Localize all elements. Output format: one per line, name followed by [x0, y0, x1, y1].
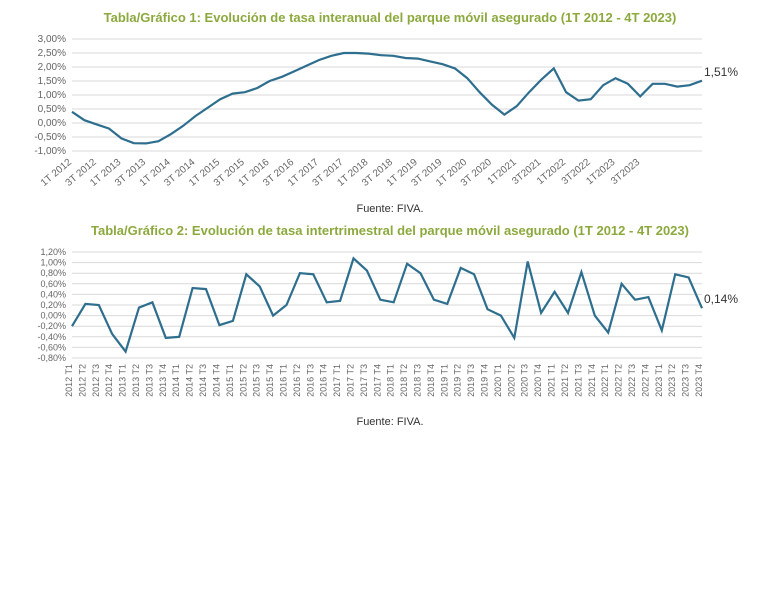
- svg-text:2021 T3: 2021 T3: [573, 364, 583, 397]
- chart1-end-label: 1,51%: [704, 65, 738, 79]
- chart1-title: Tabla/Gráfico 1: Evolución de tasa inter…: [20, 10, 760, 25]
- svg-text:2016 T3: 2016 T3: [305, 364, 315, 397]
- svg-text:2013 T3: 2013 T3: [144, 364, 154, 397]
- svg-text:2023 T3: 2023 T3: [681, 364, 691, 397]
- svg-text:2022 T1: 2022 T1: [600, 364, 610, 397]
- svg-text:2019 T4: 2019 T4: [480, 364, 490, 397]
- svg-text:2022 T4: 2022 T4: [640, 364, 650, 397]
- chart1-plot: -1,00% -0,50% 0,00% 0,50% 1,00% 1,50% 2,00% 2,5…: [20, 31, 740, 201]
- chart2-svg: -0,80%-0,60%-0,40%-0,20%0,00%0,20%0,40%0…: [20, 244, 740, 414]
- svg-text:2019 T2: 2019 T2: [453, 364, 463, 397]
- svg-text:2013 T1: 2013 T1: [118, 364, 128, 397]
- chart1-block: Tabla/Gráfico 1: Evolución de tasa inter…: [20, 10, 760, 215]
- svg-text:1,00%: 1,00%: [40, 258, 66, 268]
- svg-text:2017 T2: 2017 T2: [345, 364, 355, 397]
- chart2-block: Tabla/Gráfico 2: Evolución de tasa inter…: [20, 223, 760, 428]
- svg-text:-0,20%: -0,20%: [37, 321, 66, 331]
- svg-text:0,00%: 0,00%: [40, 311, 66, 321]
- svg-text:2017 T3: 2017 T3: [359, 364, 369, 397]
- svg-text:-0,40%: -0,40%: [37, 332, 66, 342]
- svg-text:2016 T1: 2016 T1: [278, 364, 288, 397]
- svg-text:2013 T4: 2013 T4: [158, 364, 168, 397]
- svg-text:1,20%: 1,20%: [40, 247, 66, 257]
- svg-text:0,00%: 0,00%: [38, 118, 66, 129]
- svg-text:0,50%: 0,50%: [38, 104, 66, 115]
- svg-text:2020 T4: 2020 T4: [533, 364, 543, 397]
- svg-text:2019 T1: 2019 T1: [439, 364, 449, 397]
- svg-text:2016 T4: 2016 T4: [319, 364, 329, 397]
- svg-text:-0,80%: -0,80%: [37, 353, 66, 363]
- svg-text:2018 T2: 2018 T2: [399, 364, 409, 397]
- svg-text:2020 T1: 2020 T1: [493, 364, 503, 397]
- chart2-title: Tabla/Gráfico 2: Evolución de tasa inter…: [20, 223, 760, 238]
- svg-text:2,00%: 2,00%: [38, 62, 66, 73]
- svg-text:2018 T1: 2018 T1: [386, 364, 396, 397]
- svg-text:-1,00%: -1,00%: [34, 146, 66, 157]
- svg-text:2020 T2: 2020 T2: [506, 364, 516, 397]
- svg-text:2012 T4: 2012 T4: [104, 364, 114, 397]
- svg-text:2017 T1: 2017 T1: [332, 364, 342, 397]
- svg-text:2017 T4: 2017 T4: [372, 364, 382, 397]
- svg-text:2016 T2: 2016 T2: [292, 364, 302, 397]
- svg-text:0,40%: 0,40%: [40, 289, 66, 299]
- svg-text:2023 T1: 2023 T1: [654, 364, 664, 397]
- svg-text:0,80%: 0,80%: [40, 268, 66, 278]
- svg-text:2012 T1: 2012 T1: [64, 364, 74, 397]
- svg-text:2012 T3: 2012 T3: [91, 364, 101, 397]
- svg-text:2,50%: 2,50%: [38, 48, 66, 59]
- svg-text:1,50%: 1,50%: [38, 76, 66, 87]
- svg-text:3T2023: 3T2023: [609, 157, 642, 188]
- svg-text:-0,60%: -0,60%: [37, 342, 66, 352]
- svg-text:2023 T2: 2023 T2: [667, 364, 677, 397]
- svg-text:2021 T1: 2021 T1: [547, 364, 557, 397]
- chart2-end-label: 0,14%: [704, 292, 738, 306]
- svg-text:2018 T3: 2018 T3: [413, 364, 423, 397]
- svg-text:2014 T1: 2014 T1: [171, 364, 181, 397]
- svg-text:2015 T4: 2015 T4: [265, 364, 275, 397]
- charts-container: Tabla/Gráfico 1: Evolución de tasa inter…: [20, 10, 760, 428]
- svg-text:2014 T4: 2014 T4: [211, 364, 221, 397]
- svg-text:2023 T4: 2023 T4: [694, 364, 704, 397]
- svg-text:2014 T3: 2014 T3: [198, 364, 208, 397]
- svg-text:2022 T2: 2022 T2: [614, 364, 624, 397]
- svg-text:2015 T3: 2015 T3: [252, 364, 262, 397]
- svg-text:2015 T1: 2015 T1: [225, 364, 235, 397]
- svg-text:2018 T4: 2018 T4: [426, 364, 436, 397]
- svg-text:2019 T3: 2019 T3: [466, 364, 476, 397]
- svg-text:2014 T2: 2014 T2: [185, 364, 195, 397]
- svg-text:0,20%: 0,20%: [40, 300, 66, 310]
- svg-text:2022 T3: 2022 T3: [627, 364, 637, 397]
- svg-text:-0,50%: -0,50%: [34, 132, 66, 143]
- chart1-svg: -1,00% -0,50% 0,00% 0,50% 1,00% 1,50% 2,00% 2,5…: [20, 31, 740, 201]
- chart2-source: Fuente: FIVA.: [20, 416, 760, 428]
- svg-text:2020 T3: 2020 T3: [520, 364, 530, 397]
- chart1-source: Fuente: FIVA.: [20, 203, 760, 215]
- chart2-plot: -0,80%-0,60%-0,40%-0,20%0,00%0,20%0,40%0…: [20, 244, 740, 414]
- svg-text:3,00%: 3,00%: [38, 34, 66, 45]
- svg-text:2021 T4: 2021 T4: [587, 364, 597, 397]
- svg-text:2013 T2: 2013 T2: [131, 364, 141, 397]
- svg-text:2012 T2: 2012 T2: [77, 364, 87, 397]
- svg-text:0,60%: 0,60%: [40, 279, 66, 289]
- svg-text:2015 T2: 2015 T2: [238, 364, 248, 397]
- svg-text:2021 T2: 2021 T2: [560, 364, 570, 397]
- svg-text:1,00%: 1,00%: [38, 90, 66, 101]
